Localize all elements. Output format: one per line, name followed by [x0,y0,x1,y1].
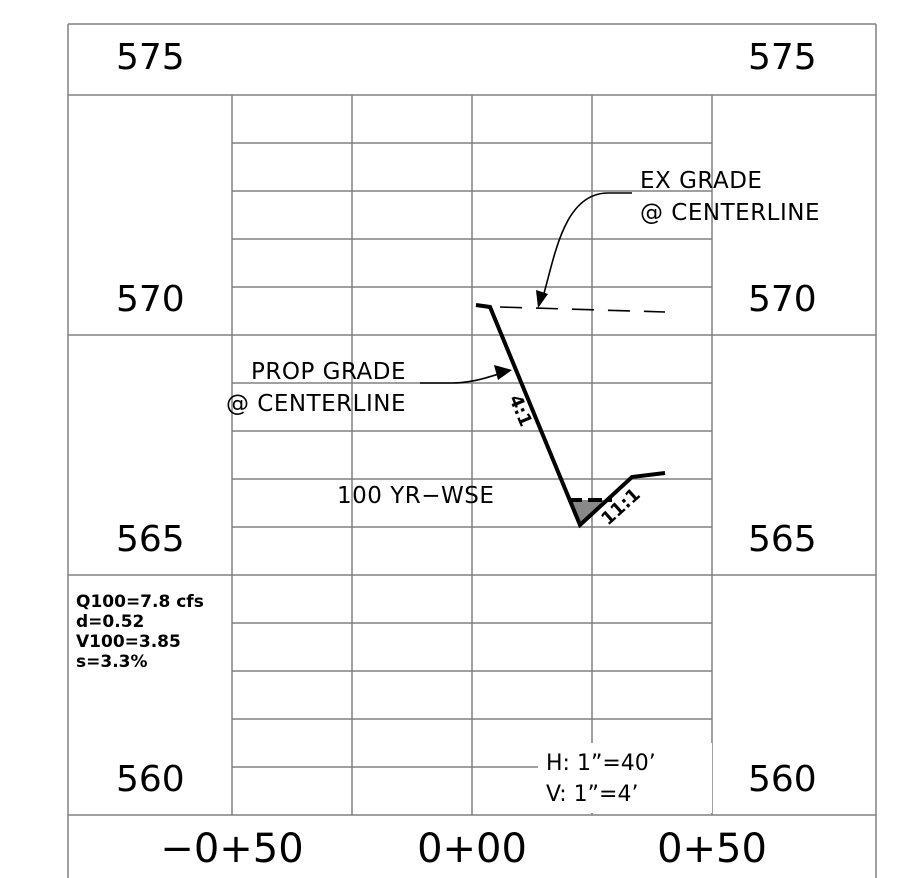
elevation-label-right-560: 560 [748,759,817,800]
scale-note: H: 1”=40’ V: 1”=4’ [538,743,712,813]
sheet-frame [67,23,877,878]
hydraulic-data: Q100=7.8 cfs d=0.52 V100=3.85 s=3.3% [76,592,204,672]
major-grid [68,94,876,816]
proposed-grade-label-line1: PROP GRADE [251,359,406,385]
station-label-000: 0+00 [417,826,527,872]
elevation-label-left-560: 560 [116,759,185,800]
proposed-grade-label-line2: @ CENTERLINE [226,391,406,417]
horizontal-scale: H: 1”=40’ [546,751,656,776]
velocity-v100: V100=3.85 [76,632,181,652]
flow-depth: d=0.52 [76,612,144,632]
station-label-minus-050: −0+50 [160,826,303,872]
elevation-label-left-570: 570 [116,279,185,320]
elevation-label-left-575: 575 [116,37,185,78]
water-surface-label: 100 YR−WSE [337,483,494,509]
channel-slope: s=3.3% [76,652,148,672]
minor-grid [231,95,713,815]
existing-grade-callout: EX GRADE @ CENTERLINE [536,168,820,308]
station-label-050: 0+50 [657,826,767,872]
right-side-slope-label: 11:1 [597,484,644,530]
proposed-grade-line [475,303,666,529]
elevation-label-right-570: 570 [748,279,817,320]
elevation-label-right-565: 565 [748,519,817,560]
existing-grade-label-line2: @ CENTERLINE [640,200,820,226]
flow-q100: Q100=7.8 cfs [76,592,204,612]
existing-grade-label-line1: EX GRADE [640,168,762,194]
vertical-scale: V: 1”=4’ [546,782,638,807]
elevation-label-left-565: 565 [116,519,185,560]
left-side-slope-label: 4:1 [504,392,536,430]
proposed-grade-callout: PROP GRADE @ CENTERLINE [226,359,512,417]
elevation-label-right-575: 575 [748,37,817,78]
existing-grade-line [499,306,666,313]
